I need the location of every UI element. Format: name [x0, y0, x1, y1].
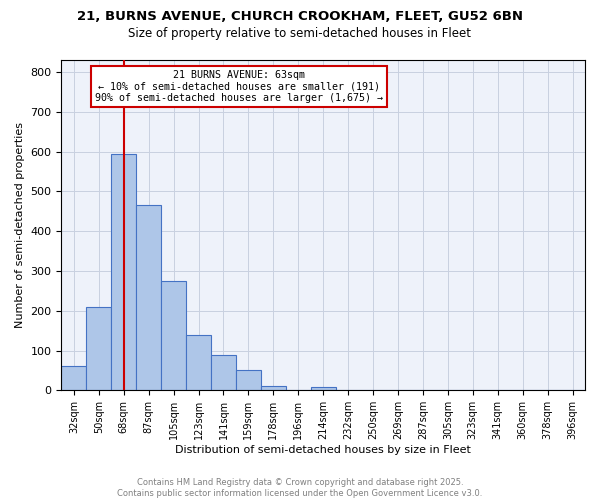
Bar — [86, 307, 111, 390]
Bar — [186, 334, 211, 390]
Bar — [261, 386, 286, 390]
Text: Size of property relative to semi-detached houses in Fleet: Size of property relative to semi-detach… — [128, 28, 472, 40]
Bar — [61, 366, 86, 390]
Y-axis label: Number of semi-detached properties: Number of semi-detached properties — [15, 122, 25, 328]
Text: Contains HM Land Registry data © Crown copyright and database right 2025.
Contai: Contains HM Land Registry data © Crown c… — [118, 478, 482, 498]
Text: 21, BURNS AVENUE, CHURCH CROOKHAM, FLEET, GU52 6BN: 21, BURNS AVENUE, CHURCH CROOKHAM, FLEET… — [77, 10, 523, 23]
Bar — [136, 206, 161, 390]
Bar — [111, 154, 136, 390]
X-axis label: Distribution of semi-detached houses by size in Fleet: Distribution of semi-detached houses by … — [175, 445, 471, 455]
Bar — [236, 370, 261, 390]
Text: 21 BURNS AVENUE: 63sqm
← 10% of semi-detached houses are smaller (191)
90% of se: 21 BURNS AVENUE: 63sqm ← 10% of semi-det… — [95, 70, 383, 103]
Bar — [311, 387, 335, 390]
Bar — [161, 281, 186, 390]
Bar — [211, 354, 236, 390]
